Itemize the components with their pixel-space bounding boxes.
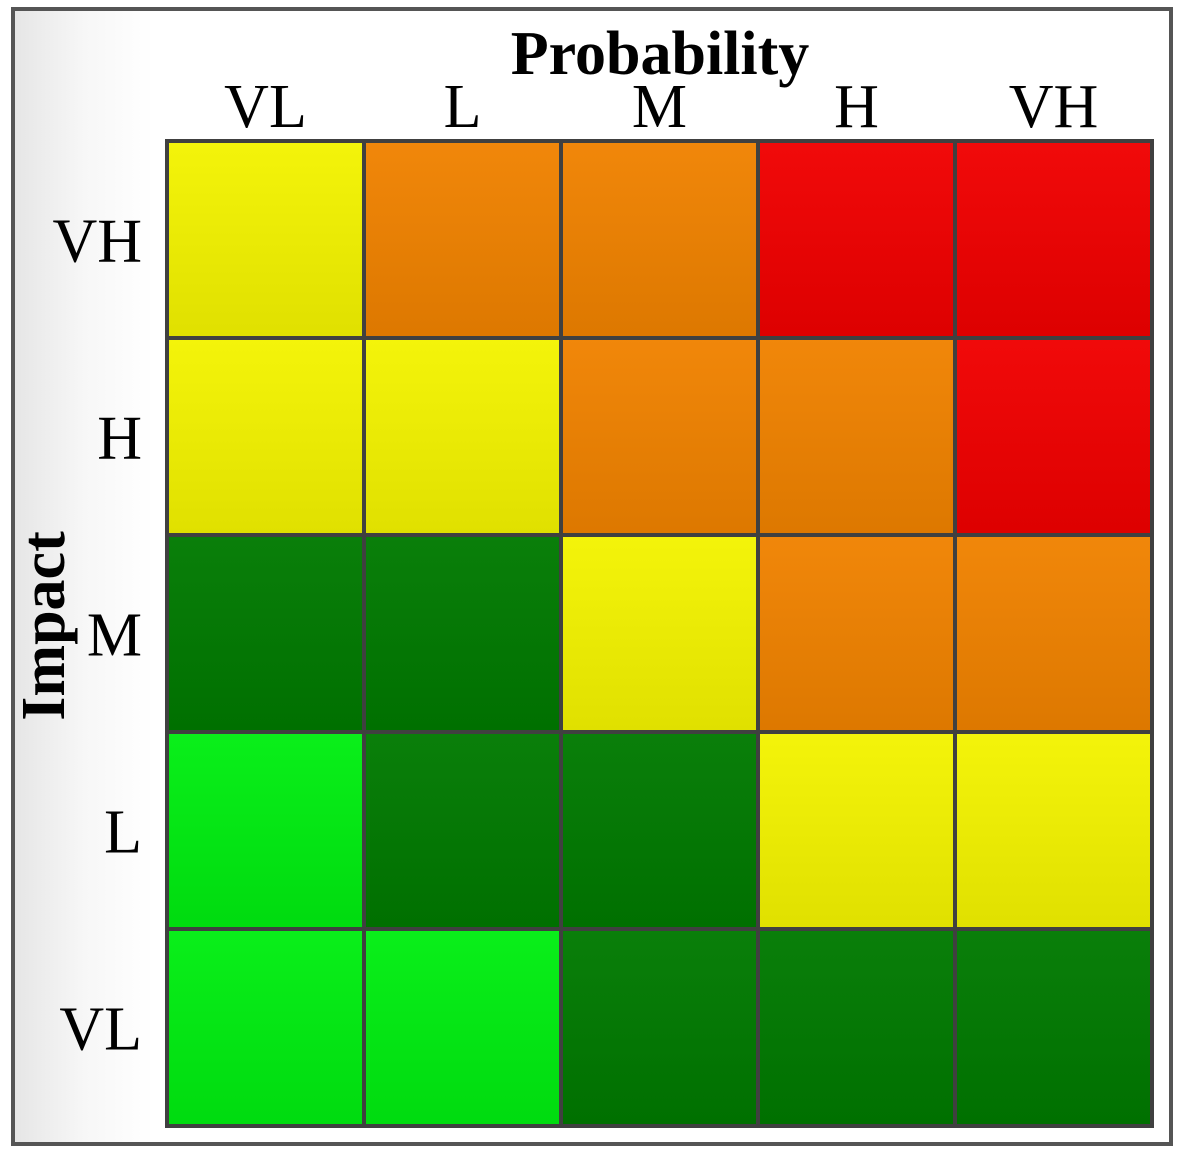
cells-layer	[165, 139, 1154, 1128]
cell-impact-vh-prob-h	[756, 139, 957, 340]
cell-impact-vl-prob-vl	[165, 927, 366, 1128]
cell-impact-h-prob-vh	[953, 336, 1154, 537]
x-tick-label-vh: VH	[1009, 73, 1099, 141]
cell-impact-m-prob-l	[362, 533, 563, 734]
x-tick-label-h: H	[834, 73, 879, 141]
y-tick-label-vh: VH	[52, 208, 142, 276]
cell-impact-m-prob-vh	[953, 533, 1154, 734]
cell-impact-vl-prob-m	[559, 927, 760, 1128]
x-tick-label-vl: VL	[224, 73, 307, 141]
x-tick-label-l: L	[444, 73, 482, 141]
cell-impact-h-prob-m	[559, 336, 760, 537]
y-tick-label-l: L	[104, 799, 142, 867]
cell-impact-vl-prob-l	[362, 927, 563, 1128]
cell-impact-m-prob-vl	[165, 533, 366, 734]
cell-impact-vh-prob-l	[362, 139, 563, 340]
cell-impact-l-prob-h	[756, 730, 957, 931]
cell-impact-h-prob-vl	[165, 336, 366, 537]
y-tick-label-vl: VL	[59, 996, 142, 1064]
cell-impact-vl-prob-h	[756, 927, 957, 1128]
cell-impact-vh-prob-m	[559, 139, 760, 340]
cell-impact-l-prob-vl	[165, 730, 366, 931]
cell-impact-h-prob-h	[756, 336, 957, 537]
cell-impact-vh-prob-vh	[953, 139, 1154, 340]
cell-impact-vl-prob-vh	[953, 927, 1154, 1128]
y-tick-labels: VH H M L VL	[52, 208, 142, 1064]
cell-impact-l-prob-m	[559, 730, 760, 931]
y-axis-title: Impact	[10, 531, 78, 721]
x-tick-labels: VL L M H VH	[224, 73, 1098, 141]
cell-impact-l-prob-l	[362, 730, 563, 931]
x-tick-label-m: M	[632, 73, 687, 141]
cell-impact-m-prob-m	[559, 533, 760, 734]
cell-impact-vh-prob-vl	[165, 139, 366, 340]
x-axis-title: Probability	[511, 20, 810, 88]
y-tick-label-m: M	[87, 602, 142, 670]
cell-impact-h-prob-l	[362, 336, 563, 537]
cell-impact-m-prob-h	[756, 533, 957, 734]
cell-impact-l-prob-vh	[953, 730, 1154, 931]
y-tick-label-h: H	[97, 405, 142, 473]
